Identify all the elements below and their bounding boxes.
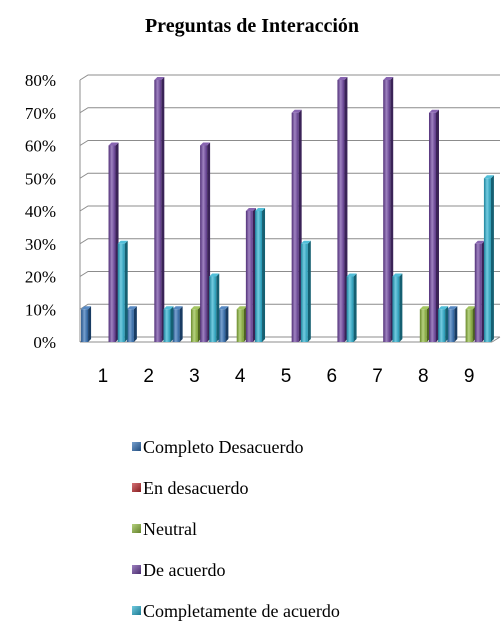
bar <box>300 240 311 342</box>
bar <box>126 306 137 342</box>
legend-swatch <box>132 442 141 451</box>
legend-item: Completamente de acuerdo <box>132 601 340 621</box>
bar <box>337 77 348 342</box>
y-tick-label: 30% <box>25 235 56 254</box>
y-axis-ticks: 0% 10% 20% 30% 40% 50% 60% 70% 80% <box>25 71 56 352</box>
x-tick-label: 3 <box>189 366 200 387</box>
bar <box>419 306 430 342</box>
legend-label: Neutral <box>143 519 197 539</box>
bar <box>483 175 494 342</box>
y-tick-label: 60% <box>25 137 56 156</box>
x-tick-label: 8 <box>418 366 429 387</box>
bar <box>392 273 403 342</box>
bar <box>236 306 247 342</box>
x-axis-ticks: 1 2 3 4 5 6 7 8 9 <box>98 366 475 387</box>
bar <box>255 208 266 342</box>
bar <box>163 306 174 342</box>
x-tick-label: 7 <box>372 366 383 387</box>
y-tick-label: 20% <box>25 268 56 287</box>
gridline <box>79 107 500 114</box>
bar <box>81 306 92 342</box>
legend-item: En desacuerdo <box>132 478 248 498</box>
bar <box>218 306 229 342</box>
legend-item: De acuerdo <box>132 560 225 580</box>
bar <box>447 306 458 342</box>
bar <box>172 306 183 342</box>
bar <box>438 306 449 342</box>
legend-item: Neutral <box>132 519 197 539</box>
y-tick-label: 70% <box>25 104 56 123</box>
bar <box>154 77 165 342</box>
y-tick-label: 10% <box>25 300 56 319</box>
gridline <box>79 205 500 212</box>
bar <box>209 273 220 342</box>
bar <box>245 208 256 342</box>
bar <box>346 273 357 342</box>
bar <box>465 306 476 342</box>
legend: Completo Desacuerdo En desacuerdo Neutral D… <box>132 437 340 621</box>
bar <box>428 109 439 342</box>
bars <box>81 77 494 342</box>
legend-item: Completo Desacuerdo <box>132 437 303 457</box>
gridline <box>79 303 500 310</box>
x-tick-label: 1 <box>98 366 109 387</box>
legend-swatch <box>132 524 141 533</box>
legend-swatch <box>132 606 141 615</box>
y-tick-label: 40% <box>25 202 56 221</box>
x-tick-label: 2 <box>143 366 154 387</box>
chart-title: Preguntas de Interacción <box>145 15 359 37</box>
x-tick-label: 9 <box>464 366 475 387</box>
legend-label: De acuerdo <box>143 560 225 580</box>
y-tick-label: 80% <box>25 71 56 90</box>
gridline <box>79 74 500 81</box>
x-tick-label: 6 <box>326 366 337 387</box>
bar <box>190 306 201 342</box>
legend-label: Completo Desacuerdo <box>143 437 303 457</box>
legend-label: Completamente de acuerdo <box>143 601 340 621</box>
y-tick-label: 0% <box>33 333 56 352</box>
gridline <box>79 140 500 146</box>
bar <box>474 240 485 342</box>
legend-swatch <box>132 565 141 574</box>
x-tick-label: 4 <box>235 366 246 387</box>
gridlines <box>79 74 500 343</box>
bar <box>117 240 128 342</box>
bar <box>383 77 394 342</box>
gridline <box>79 271 500 277</box>
gridline <box>79 238 500 245</box>
legend-swatch <box>132 483 141 492</box>
bar <box>200 142 211 342</box>
floor-edge <box>491 336 501 343</box>
bar <box>291 109 302 342</box>
x-tick-label: 5 <box>281 366 292 387</box>
bar <box>108 142 119 342</box>
gridline <box>79 172 500 179</box>
y-tick-label: 50% <box>25 169 56 188</box>
legend-label: En desacuerdo <box>143 478 248 498</box>
